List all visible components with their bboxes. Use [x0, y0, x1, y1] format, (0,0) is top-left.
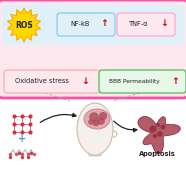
Polygon shape	[7, 8, 41, 42]
Circle shape	[89, 112, 99, 122]
Text: +: +	[18, 134, 26, 144]
Circle shape	[89, 119, 94, 125]
Circle shape	[150, 125, 156, 132]
Text: ↑: ↑	[171, 77, 179, 85]
Text: NF-kB: NF-kB	[70, 21, 90, 27]
Circle shape	[161, 125, 166, 129]
Text: ↓: ↓	[81, 77, 89, 85]
Circle shape	[157, 131, 163, 137]
Circle shape	[99, 112, 107, 120]
Text: ROS: ROS	[15, 20, 33, 29]
Text: BBB Permeability: BBB Permeability	[109, 78, 159, 84]
Circle shape	[153, 134, 157, 138]
Circle shape	[156, 123, 160, 127]
FancyBboxPatch shape	[2, 5, 184, 45]
Text: TNF-α: TNF-α	[129, 21, 149, 27]
FancyBboxPatch shape	[4, 70, 100, 93]
FancyBboxPatch shape	[117, 13, 175, 36]
Text: Oxidative stress: Oxidative stress	[15, 78, 69, 84]
FancyBboxPatch shape	[57, 13, 115, 36]
Ellipse shape	[84, 109, 110, 129]
Text: ↑: ↑	[100, 19, 108, 29]
Circle shape	[97, 118, 105, 125]
Circle shape	[93, 120, 99, 126]
FancyBboxPatch shape	[89, 142, 101, 156]
FancyBboxPatch shape	[99, 70, 186, 93]
FancyBboxPatch shape	[0, 0, 186, 98]
Text: Apoptosis: Apoptosis	[139, 151, 175, 157]
Polygon shape	[138, 116, 180, 154]
Ellipse shape	[77, 103, 113, 155]
Text: ↓: ↓	[160, 19, 168, 29]
